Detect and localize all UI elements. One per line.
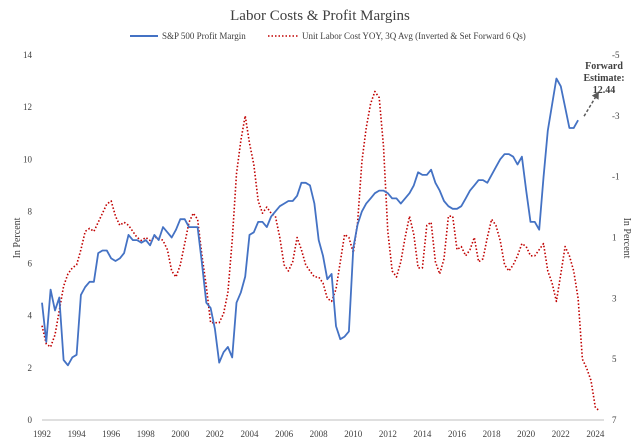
y-tick-left-8: 8 [28, 206, 33, 216]
y-tick-right--1: -1 [612, 172, 620, 182]
y-tick-right-3: 3 [612, 293, 617, 303]
x-tick-2014: 2014 [413, 429, 432, 439]
x-tick-1998: 1998 [137, 429, 156, 439]
forward-estimate-value: 12.44 [593, 85, 616, 96]
y-ticks-left: 0 2 4 6 8 10 12 14 [23, 50, 33, 425]
y-tick-right--5: -5 [612, 50, 620, 60]
forward-estimate-arrowhead-icon [591, 91, 599, 100]
y-tick-right-1: 1 [612, 233, 617, 243]
forward-estimate-annotation: Forward Estimate: 12.44 [583, 61, 625, 117]
y-tick-left-4: 4 [28, 311, 33, 321]
x-tick-2008: 2008 [310, 429, 329, 439]
x-tick-1996: 1996 [102, 429, 121, 439]
series-profit-margin-line [41, 77, 579, 367]
y-tick-left-6: 6 [28, 259, 33, 269]
y-tick-left-12: 12 [23, 102, 32, 112]
x-tick-2024: 2024 [586, 429, 605, 439]
chart-title: Labor Costs & Profit Margins [230, 8, 410, 24]
x-tick-2010: 2010 [344, 429, 363, 439]
y-tick-left-14: 14 [23, 50, 33, 60]
y-tick-right--3: -3 [612, 111, 620, 121]
legend-label-profit-margin: S&P 500 Profit Margin [162, 31, 246, 41]
y-tick-left-2: 2 [28, 363, 33, 373]
x-tick-2018: 2018 [483, 429, 502, 439]
legend-label-unit-labor-cost: Unit Labor Cost YOY, 3Q Avg (Inverted & … [302, 31, 526, 41]
x-tick-2002: 2002 [206, 429, 224, 439]
forward-estimate-line-1: Forward [585, 61, 623, 72]
y-axis-label-right: In Percent [621, 218, 632, 259]
x-tick-1992: 1992 [33, 429, 51, 439]
x-tick-2016: 2016 [448, 429, 467, 439]
y-ticks-right: 7 5 3 1 -1 -3 -5 [612, 50, 620, 425]
legend: S&P 500 Profit Margin Unit Labor Cost YO… [130, 31, 526, 41]
x-ticks: 1992 1994 1996 1998 2000 2002 2004 2006 2008 2010… [33, 429, 605, 439]
y-tick-left-0: 0 [28, 415, 33, 425]
x-tick-2020: 2020 [517, 429, 536, 439]
x-tick-2006: 2006 [275, 429, 294, 439]
x-tick-2004: 2004 [241, 429, 260, 439]
x-tick-2022: 2022 [552, 429, 570, 439]
y-tick-left-10: 10 [23, 154, 33, 164]
y-tick-right-7: 7 [612, 415, 617, 425]
x-tick-2012: 2012 [379, 429, 397, 439]
y-axis-label-left: In Percent [12, 217, 23, 258]
forward-estimate-line-2: Estimate: [583, 73, 624, 84]
y-tick-right-5: 5 [612, 354, 617, 364]
x-tick-1994: 1994 [68, 429, 87, 439]
x-tick-2000: 2000 [171, 429, 190, 439]
